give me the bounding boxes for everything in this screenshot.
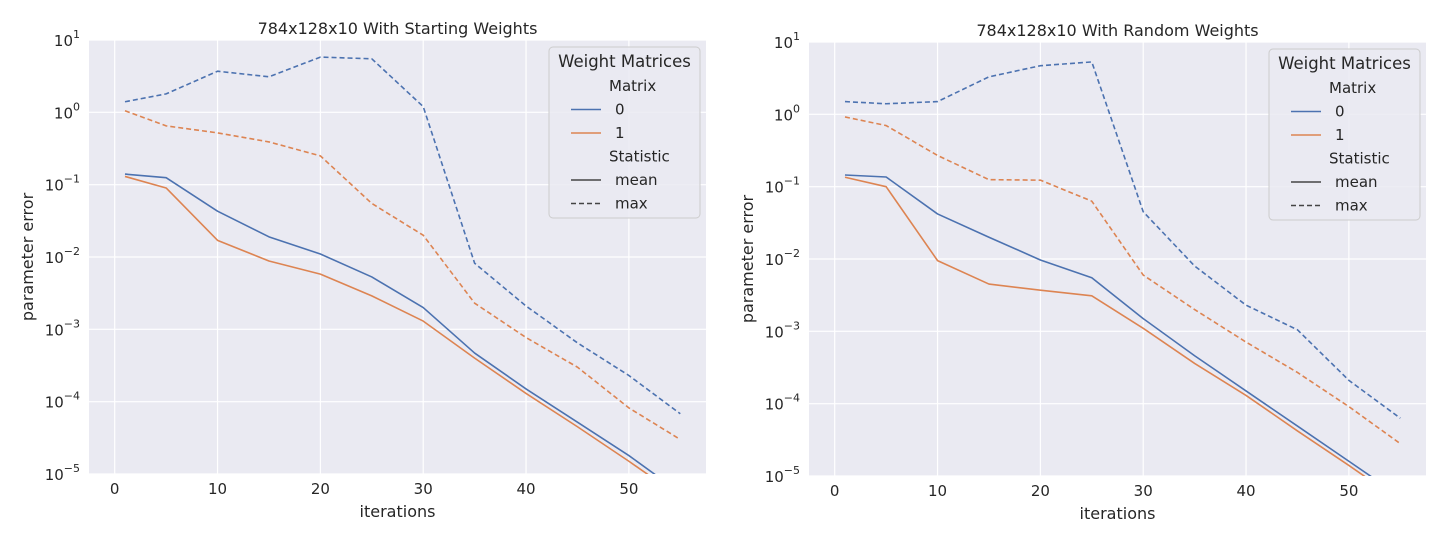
x-tick-label: 20 [1031, 482, 1050, 500]
x-tick-label: 0 [830, 482, 840, 500]
x-tick-label: 40 [1236, 482, 1255, 500]
x-tick-label: 50 [619, 480, 638, 498]
y-tick-label: 100 [54, 100, 80, 122]
series-line-0-max [844, 61, 1401, 419]
legend-header-matrix: Matrix [609, 77, 656, 95]
legend-label-1: 1 [615, 124, 625, 142]
y-tick-label: 10−3 [765, 319, 800, 341]
y-tick-label: 10−1 [45, 173, 80, 195]
legend-header-statistic: Statistic [1329, 150, 1390, 168]
legend-label-max: max [615, 195, 648, 213]
y-tick-label: 10−1 [765, 175, 800, 197]
y-tick-label: 10−5 [45, 462, 80, 484]
y-tick-label: 100 [774, 102, 800, 124]
legend-label-0: 0 [615, 101, 625, 119]
x-axis-label: iterations [360, 502, 436, 521]
chart-panel-0: 0 10 20 30 40 5010110010−110−210−310−410−5784… [18, 19, 706, 521]
y-tick-label: 10−2 [765, 247, 800, 269]
y-tick-label: 101 [774, 30, 800, 52]
series-line-1-max [124, 110, 681, 441]
legend-box [1268, 48, 1421, 221]
legend: Weight Matrices Matrix 0 1 Statistic mean max [548, 46, 701, 219]
chart-title: 784x128x10 With Starting Weights [258, 19, 538, 38]
legend-label-mean: mean [615, 171, 658, 189]
legend-header-statistic: Statistic [609, 148, 670, 166]
x-tick-label: 40 [516, 480, 535, 498]
series-line-0-mean [844, 174, 1372, 476]
legend-label-1: 1 [1335, 126, 1345, 144]
x-tick-label: 20 [311, 480, 330, 498]
y-tick-label: 101 [54, 28, 80, 50]
x-axis-label: iterations [1080, 504, 1156, 523]
x-tick-label: 50 [1339, 482, 1358, 500]
y-tick-label: 10−5 [765, 464, 800, 486]
legend-title: Weight Matrices [1278, 54, 1411, 73]
chart-panel-1: 0 10 20 30 40 5010110010−110−210−310−410−5784… [738, 21, 1426, 523]
series-line-0-max [124, 56, 681, 415]
legend-label-0: 0 [1335, 103, 1345, 121]
y-tick-label: 10−2 [45, 245, 80, 267]
y-tick-label: 10−4 [45, 390, 80, 412]
y-axis-label: parameter error [738, 194, 757, 323]
y-tick-label: 10−3 [45, 317, 80, 339]
y-tick-label: 10−4 [765, 392, 800, 414]
series-line-1-mean [844, 176, 1366, 476]
legend: Weight Matrices Matrix 0 1 Statistic mean max [1268, 48, 1421, 221]
legend-title: Weight Matrices [558, 52, 691, 71]
legend-header-matrix: Matrix [1329, 79, 1376, 97]
x-tick-label: 30 [414, 480, 433, 498]
x-tick-label: 0 [110, 480, 120, 498]
series-group [844, 61, 1401, 476]
series-line-1-mean [124, 175, 649, 474]
y-axis-label: parameter error [18, 192, 37, 321]
x-tick-label: 10 [928, 482, 947, 500]
series-group [124, 56, 681, 474]
x-tick-label: 30 [1134, 482, 1153, 500]
series-line-0-mean [124, 173, 656, 474]
legend-box [548, 46, 701, 219]
legend-label-mean: mean [1335, 173, 1378, 191]
chart-title: 784x128x10 With Random Weights [976, 21, 1258, 40]
legend-label-max: max [1335, 197, 1368, 215]
x-tick-label: 10 [208, 480, 227, 498]
series-line-1-max [844, 116, 1401, 445]
